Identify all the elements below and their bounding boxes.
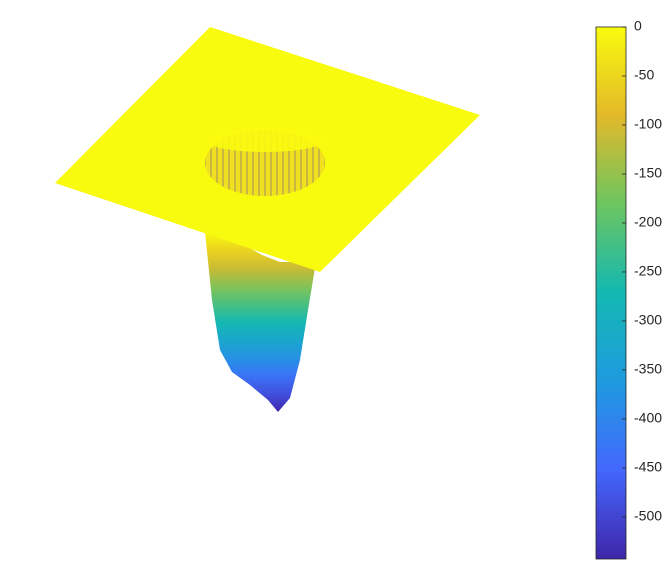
colorbar-tick-label: -350 [634,361,662,377]
surface-hole-rim [205,128,325,152]
colorbar-tick-label: -250 [634,263,662,279]
colorbar-tick-label: -100 [634,116,662,132]
colorbar-tick-label: 0 [634,18,642,34]
colorbar [595,26,627,560]
colorbar-tick-label: -150 [634,165,662,181]
surface-well [205,232,315,412]
colorbar-tick-label: -200 [634,214,662,230]
colorbar-tick-label: -450 [634,459,662,475]
colorbar-tick-label: -400 [634,410,662,426]
colorbar-tick-label: -300 [634,312,662,328]
colorbar-tick-label: -500 [634,508,662,524]
colorbar-tick-label: -50 [634,67,654,83]
